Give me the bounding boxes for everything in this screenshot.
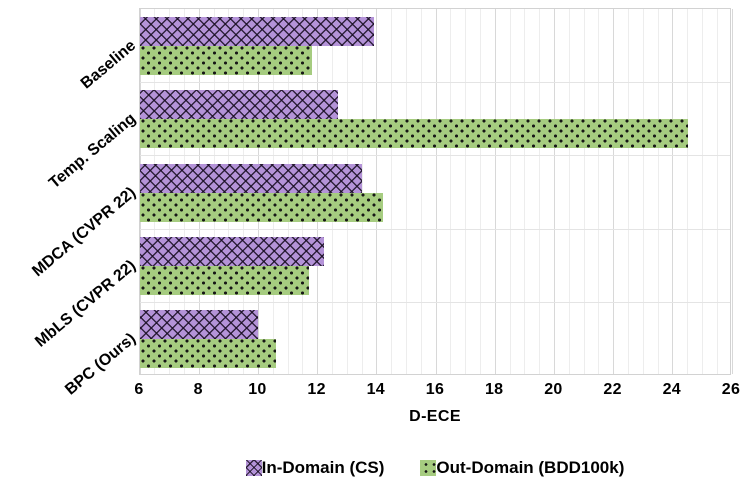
bar-out-domain <box>140 119 688 149</box>
minor-gridline <box>391 9 393 374</box>
minor-gridline <box>657 9 659 374</box>
row-gridline <box>140 81 730 83</box>
minor-gridline <box>598 9 600 374</box>
x-tick-label: 12 <box>307 381 326 398</box>
minor-gridline <box>524 9 526 374</box>
plot-area <box>139 8 733 375</box>
bar-in-domain <box>140 90 339 120</box>
major-gridline <box>731 9 733 374</box>
out-domain-swatch-icon <box>420 460 437 476</box>
bar-in-domain <box>140 310 259 340</box>
minor-gridline <box>627 9 629 374</box>
bar-out-domain <box>140 192 383 222</box>
minor-gridline <box>716 9 718 374</box>
minor-gridline <box>568 9 570 374</box>
x-tick-label: 16 <box>425 381 445 398</box>
minor-gridline <box>479 9 481 374</box>
x-tick-label: 6 <box>134 381 144 398</box>
minor-gridline <box>583 9 585 374</box>
major-gridline <box>672 9 674 374</box>
x-tick-label: 22 <box>603 381 622 398</box>
bar-out-domain <box>140 265 309 295</box>
minor-gridline <box>509 9 511 374</box>
bar-in-domain <box>140 16 374 46</box>
legend: In-Domain (CS) Out-Domain (BDD100k) <box>139 458 731 478</box>
minor-gridline <box>687 9 689 374</box>
in-domain-swatch-icon <box>245 460 262 476</box>
x-tick-label: 8 <box>193 381 203 398</box>
x-axis-title: D-ECE <box>409 408 461 425</box>
minor-gridline <box>539 9 541 374</box>
row-gridline <box>140 228 730 230</box>
x-tick-label: 20 <box>544 381 563 398</box>
x-tick-label: 26 <box>721 381 741 398</box>
minor-gridline <box>642 9 644 374</box>
minor-gridline <box>420 9 422 374</box>
minor-gridline <box>405 9 407 374</box>
minor-gridline <box>701 9 703 374</box>
bar-out-domain <box>140 339 277 369</box>
row-gridline <box>140 302 730 304</box>
legend-item-out-domain: Out-Domain (BDD100k) <box>420 458 624 478</box>
x-tick-label: 18 <box>484 381 504 398</box>
legend-label-in-domain: In-Domain (CS) <box>261 458 385 477</box>
legend-item-in-domain: In-Domain (CS) <box>245 458 385 478</box>
major-gridline <box>613 9 615 374</box>
bar-out-domain <box>140 45 312 75</box>
major-gridline <box>376 9 378 374</box>
x-tick-label: 14 <box>366 381 385 398</box>
minor-gridline <box>465 9 467 374</box>
row-gridline <box>140 155 730 157</box>
bar-in-domain <box>140 236 324 266</box>
minor-gridline <box>361 9 363 374</box>
major-gridline <box>494 9 496 374</box>
x-tick-label: 10 <box>248 381 267 398</box>
x-tick-label: 24 <box>662 381 681 398</box>
major-gridline <box>435 9 437 374</box>
major-gridline <box>553 9 555 374</box>
legend-label-out-domain: Out-Domain (BDD100k) <box>436 458 625 477</box>
minor-gridline <box>450 9 452 374</box>
bar-in-domain <box>140 163 362 193</box>
